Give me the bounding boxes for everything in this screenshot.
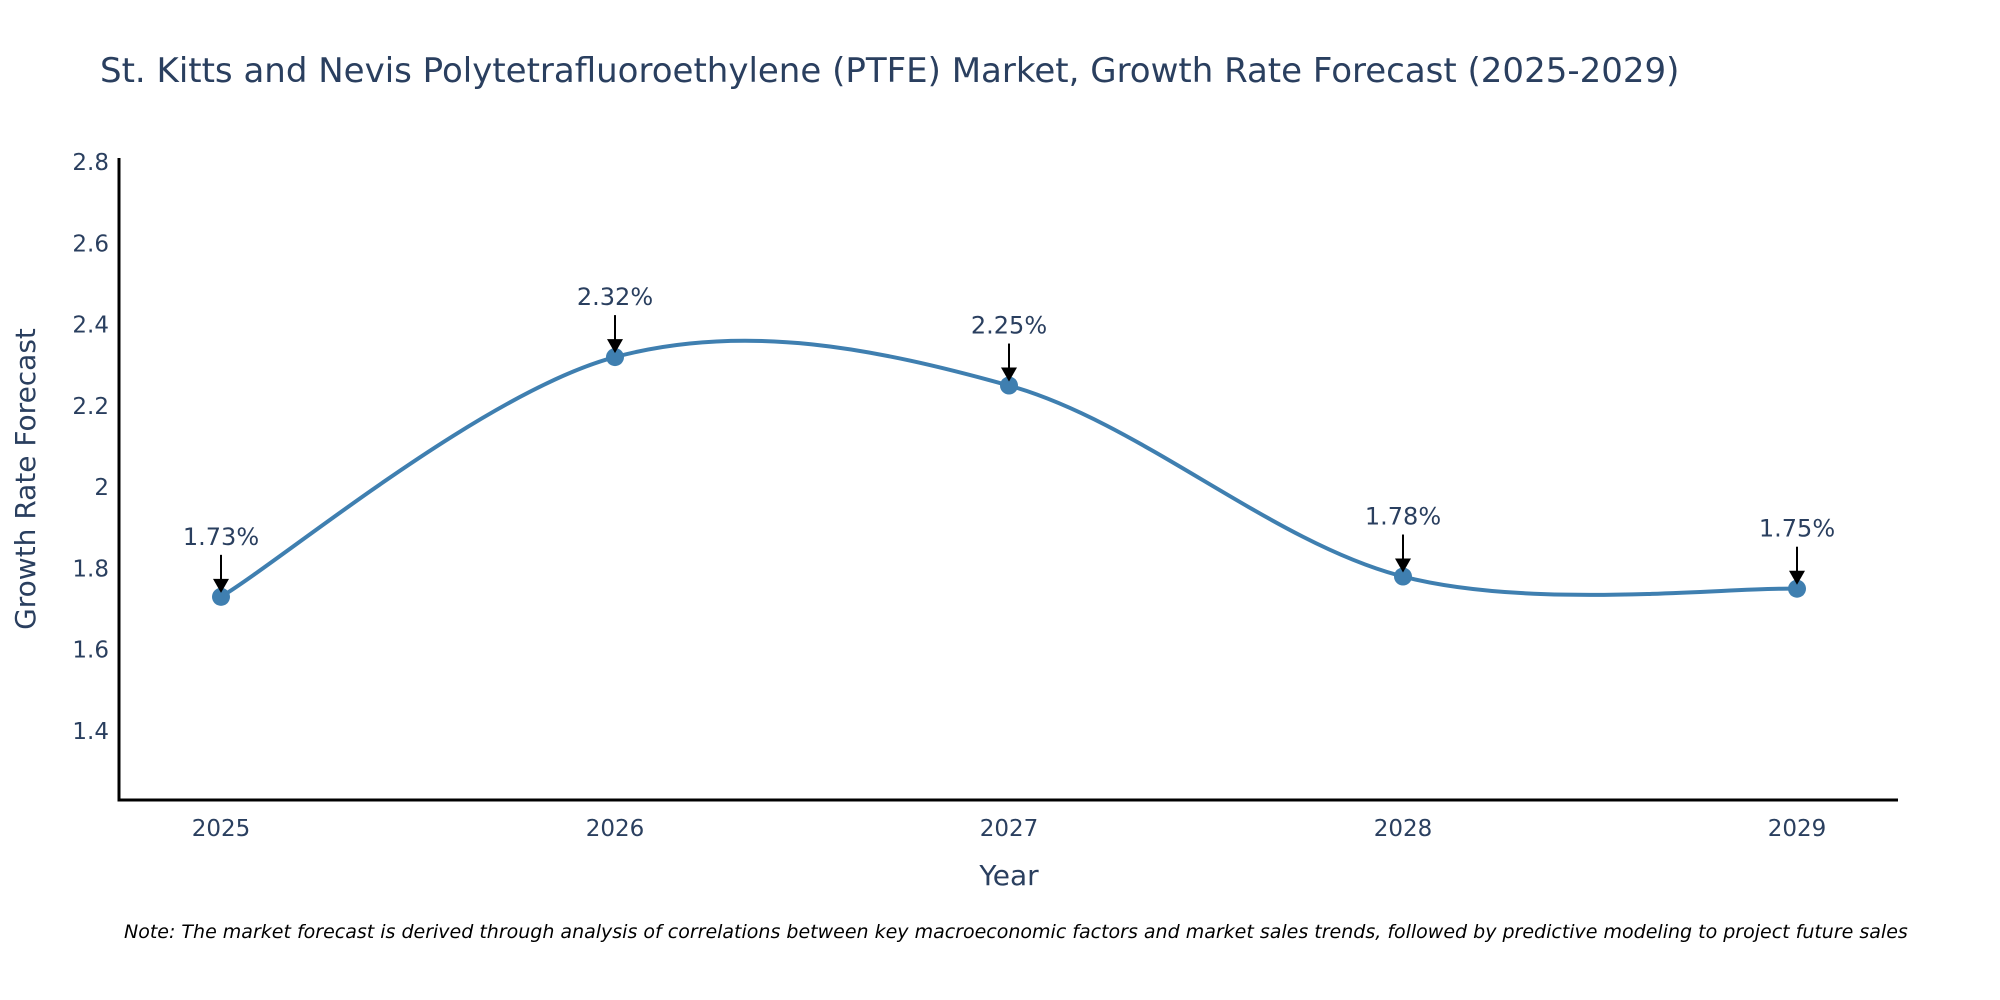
y-tick-label: 2.4: [72, 313, 109, 339]
annotation-arrow-head: [1001, 367, 1017, 382]
x-tick-label: 2026: [586, 816, 645, 842]
data-label: 2.25%: [971, 312, 1047, 340]
y-tick-label: 2.6: [72, 231, 109, 257]
x-tick-label: 2029: [1768, 816, 1827, 842]
data-label: 1.75%: [1759, 515, 1835, 543]
y-tick-label: 1.4: [72, 719, 109, 745]
chart-note: Note: The market forecast is derived thr…: [124, 921, 1908, 943]
y-axis-ticks: 1.4 1.6 1.8 2 2.2 2.4 2.6 2.8: [72, 150, 109, 745]
y-axis-title: Growth Rate Forecast: [9, 328, 42, 630]
data-point-marker[interactable]: [212, 587, 230, 606]
x-tick-label: 2027: [980, 816, 1039, 842]
data-point-marker[interactable]: [1000, 376, 1018, 395]
data-label: 2.32%: [577, 283, 653, 311]
x-axis-title: Year: [978, 859, 1039, 892]
data-label: 1.78%: [1365, 503, 1441, 531]
data-point-marker[interactable]: [1394, 567, 1412, 586]
annotation-arrow-head: [1789, 570, 1805, 585]
x-tick-label: 2025: [192, 816, 251, 842]
chart-title: St. Kitts and Nevis Polytetrafluoroethyl…: [100, 51, 1679, 91]
y-tick-label: 1.8: [72, 556, 109, 582]
annotation-arrow-head: [607, 339, 623, 354]
series-growth-rate: [212, 338, 1806, 606]
annotation-arrow-head: [213, 578, 229, 593]
data-annotations: 1.73% 2.32% 2.25% 1.78% 1.75%: [183, 283, 1835, 593]
data-point-marker[interactable]: [1788, 579, 1806, 598]
annotation-arrow-head: [1395, 558, 1411, 573]
data-point-marker[interactable]: [606, 348, 624, 367]
y-tick-label: 1.6: [72, 638, 109, 664]
x-axis-ticks: 2025 2026 2027 2028 2029: [192, 816, 1827, 842]
x-tick-label: 2028: [1374, 816, 1433, 842]
y-tick-label: 2.2: [72, 394, 109, 420]
y-tick-label: 2: [94, 475, 109, 501]
y-tick-label: 2.8: [72, 150, 109, 176]
data-label: 1.73%: [183, 523, 259, 551]
